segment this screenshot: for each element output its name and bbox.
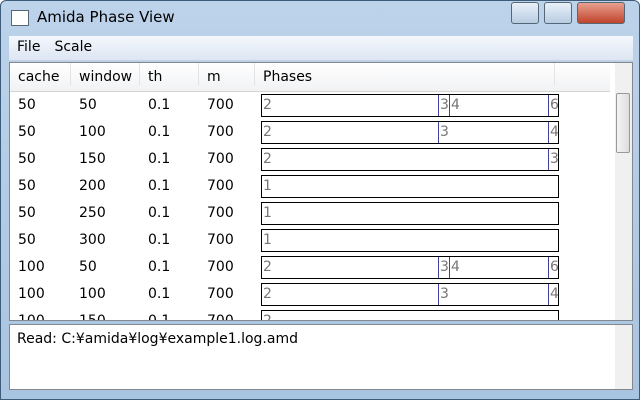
table-cell: 0.1	[148, 124, 171, 140]
table-header: cache window th m Phases	[10, 63, 610, 92]
table-cell: 0.1	[148, 97, 171, 113]
table-cell: 50	[18, 205, 36, 221]
phase-segment: 3	[438, 122, 548, 143]
maximize-button[interactable]	[544, 2, 572, 24]
phase-segment: 3	[438, 95, 449, 116]
phase-segment: 1	[263, 232, 272, 248]
phase-segment: 6	[548, 95, 559, 116]
phase-segment: 3	[548, 149, 559, 170]
table-cell: 700	[207, 178, 234, 194]
table-cell: 50	[18, 151, 36, 167]
table-cell: 50	[18, 232, 36, 248]
table-cell: 100	[79, 124, 106, 140]
column-header[interactable]: cache	[10, 63, 71, 85]
table-cell: 0.1	[148, 313, 171, 321]
table-cell: 50	[18, 178, 36, 194]
table-cell: 300	[79, 232, 106, 248]
phase-segment: 4	[548, 284, 559, 305]
table-cell: 700	[207, 151, 234, 167]
table-cell: 0.1	[148, 151, 171, 167]
phase-segment: 1	[263, 205, 272, 221]
table-cell: 250	[79, 205, 106, 221]
column-header[interactable]: Phases	[255, 63, 555, 85]
table-cell: 700	[207, 205, 234, 221]
table-cell: 700	[207, 286, 234, 302]
phase-bar: 1	[261, 229, 559, 252]
table-cell: 0.1	[148, 178, 171, 194]
scrollbar[interactable]	[615, 63, 632, 320]
scroll-thumb[interactable]	[616, 93, 630, 153]
phase-segment: 2	[263, 286, 272, 302]
table-cell: 700	[207, 259, 234, 275]
table-cell: 50	[79, 259, 97, 275]
phase-segment: 2	[263, 124, 272, 140]
table-cell: 150	[79, 313, 106, 321]
menu-item[interactable]: File	[17, 39, 41, 55]
table-cell: 50	[79, 97, 97, 113]
table-cell: 700	[207, 232, 234, 248]
table-cell: 0.1	[148, 232, 171, 248]
column-header[interactable]: th	[140, 63, 199, 85]
phase-segment: 1	[263, 178, 272, 194]
phase-segment: 3	[438, 257, 449, 278]
table-cell: 700	[207, 97, 234, 113]
status-scrollbar[interactable]	[615, 325, 632, 389]
table-cell: 0.1	[148, 259, 171, 275]
window-title: Amida Phase View	[37, 8, 175, 26]
menu-item[interactable]: Scale	[54, 39, 93, 55]
table-cell: 0.1	[148, 286, 171, 302]
table-cell: 200	[79, 178, 106, 194]
table-cell: 700	[207, 124, 234, 140]
close-button[interactable]	[577, 2, 625, 24]
menu-bar: File Scale	[9, 36, 633, 61]
table-cell: 100	[18, 259, 45, 275]
table-cell: 100	[18, 313, 45, 321]
phase-segment: 4	[449, 257, 548, 278]
column-header[interactable]: window	[71, 63, 140, 85]
phase-segment: 3	[438, 284, 548, 305]
status-box: Read: C:¥amida¥log¥example1.log.amd	[9, 324, 633, 390]
phase-segment: 2	[263, 151, 272, 167]
phase-segment: 4	[449, 95, 548, 116]
phase-bar: 1	[261, 202, 559, 225]
minimize-button[interactable]	[511, 2, 539, 24]
phase-bar: 2	[261, 310, 559, 321]
phase-segment: 2	[263, 259, 272, 275]
status-text: Read: C:¥amida¥log¥example1.log.amd	[17, 331, 298, 347]
phase-segment: 4	[548, 122, 559, 143]
table-cell: 100	[79, 286, 106, 302]
phase-table: cache window th m Phases 50 50 0.1 700 2 3 4 6 50 100…	[9, 62, 633, 321]
phase-segment: 2	[263, 313, 272, 321]
phase-segment: 2	[263, 97, 272, 113]
table-cell: 0.1	[148, 205, 171, 221]
table-cell: 50	[18, 124, 36, 140]
table-cell: 150	[79, 151, 106, 167]
table-cell: 50	[18, 97, 36, 113]
column-header[interactable]: m	[199, 63, 255, 85]
table-cell: 100	[18, 286, 45, 302]
phase-bar: 1	[261, 175, 559, 198]
table-cell: 700	[207, 313, 234, 321]
phase-segment: 6	[548, 257, 559, 278]
app-icon	[11, 10, 29, 26]
